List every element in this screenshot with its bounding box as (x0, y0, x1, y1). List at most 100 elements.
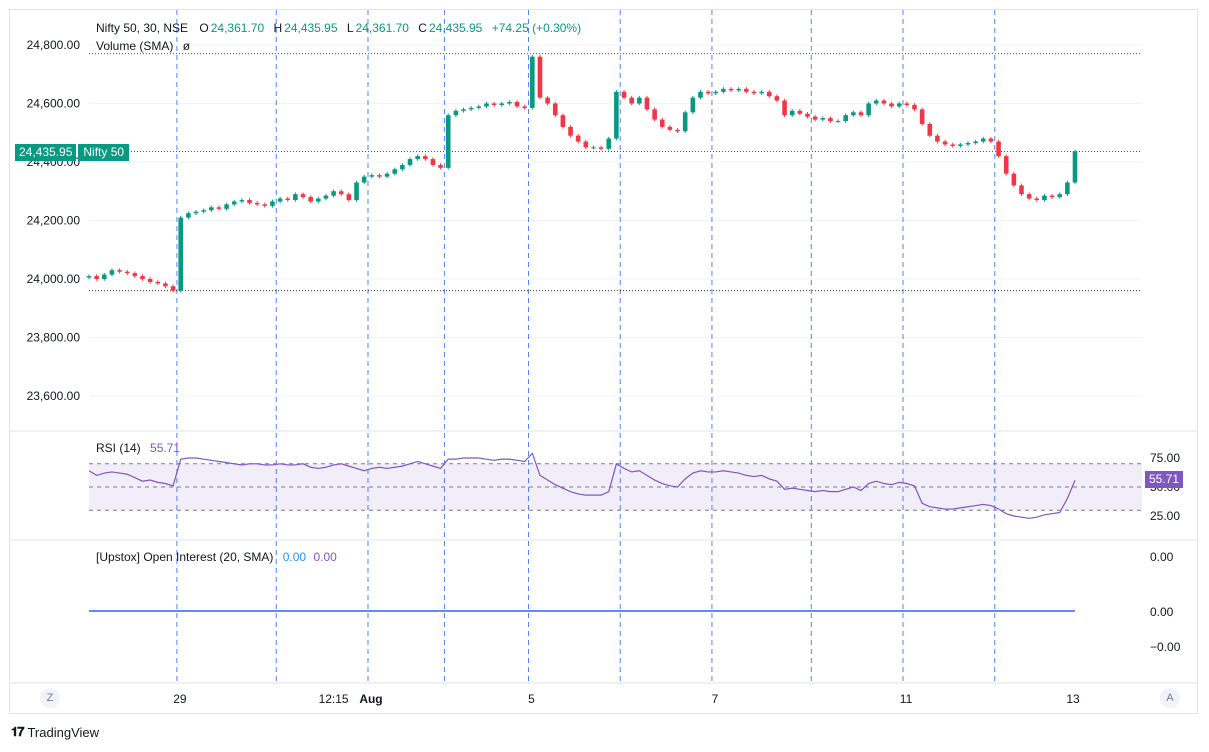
candle (423, 154, 428, 161)
candle-body (430, 159, 436, 165)
price-axis: 24,800.0024,600.0024,400.0024,200.0024,0… (27, 38, 81, 403)
candle-body (216, 207, 222, 209)
candle (445, 113, 451, 170)
candle (239, 198, 245, 204)
candle (682, 110, 688, 134)
last-price-symbol: Nifty 50 (78, 144, 130, 161)
candle (881, 98, 887, 106)
candle (973, 139, 978, 145)
open-value: 24,361.70 (210, 21, 265, 35)
candle (675, 128, 680, 134)
candle (468, 106, 474, 112)
candle-body (721, 88, 726, 92)
candle-body (331, 191, 336, 196)
candle-body (896, 103, 902, 107)
candle (583, 139, 589, 150)
candle-body (782, 100, 787, 116)
candle (316, 196, 321, 204)
tradingview-logo[interactable]: 𝟏𝟕 TradingView (11, 724, 99, 740)
candle (361, 174, 367, 185)
candle (1011, 171, 1017, 188)
candle-body (415, 156, 420, 160)
candle (178, 215, 184, 293)
candle (652, 107, 657, 122)
candle-body (377, 175, 382, 177)
oi-value-2: 0.00 (313, 550, 337, 564)
candle (889, 101, 894, 109)
candle-body (889, 103, 894, 107)
zoom-button[interactable]: Z (40, 688, 60, 708)
price-tick-label: 24,600.00 (27, 97, 81, 111)
candle-body (637, 97, 642, 104)
candle-body (835, 121, 841, 123)
oi-legend[interactable]: [Upstox] Open Interest (20, SMA) 0.00 0.… (96, 550, 339, 564)
high-label: H (273, 21, 283, 35)
volume-legend[interactable]: Volume (SMA) ø (96, 39, 192, 53)
candle-body (820, 118, 826, 120)
candle (659, 117, 665, 129)
tradingview-mark-icon: 𝟏𝟕 (11, 724, 25, 739)
candle-body (453, 110, 459, 116)
candle (942, 139, 948, 147)
candle (86, 274, 92, 280)
candle-body (155, 281, 161, 284)
candle-body (812, 116, 818, 120)
candle-body (507, 102, 512, 104)
candle (1057, 192, 1063, 199)
candle (201, 208, 206, 214)
candle-body (186, 213, 191, 218)
time-tick-label: Aug (359, 692, 382, 706)
candle (216, 205, 222, 211)
candle (499, 101, 505, 107)
candle-body (109, 270, 115, 275)
candle-body (338, 191, 344, 195)
auto-scale-button[interactable]: A (1160, 688, 1180, 708)
candle (935, 133, 940, 144)
candle (484, 101, 489, 109)
candle-body (1072, 151, 1078, 183)
session-breaks (176, 10, 996, 683)
candle (186, 211, 191, 220)
candle-body (445, 115, 451, 168)
candle (774, 94, 780, 103)
candle-body (881, 100, 887, 104)
time-tick-label: 29 (173, 692, 187, 706)
candle (545, 95, 550, 106)
candle-body (904, 103, 910, 105)
candle-body (843, 115, 848, 122)
candle-body (392, 169, 398, 174)
candle (713, 90, 719, 96)
candle (591, 145, 596, 150)
candle-body (423, 156, 428, 160)
candle (782, 98, 787, 117)
candle (858, 110, 864, 117)
candle (1003, 154, 1009, 176)
price-tick-label: 24,000.00 (27, 272, 81, 286)
candle (698, 90, 703, 100)
rsi-legend[interactable]: RSI (14) 55.71 (96, 441, 182, 455)
candle (1049, 193, 1055, 199)
candle-body (124, 271, 130, 274)
candle-body (629, 97, 634, 104)
candle (705, 90, 711, 96)
candle (843, 113, 848, 123)
candle-body (193, 211, 199, 214)
candle (1026, 192, 1032, 201)
candle-body (950, 144, 955, 146)
candle (728, 87, 734, 93)
candle (270, 199, 275, 208)
candle (950, 142, 955, 148)
candle-body (919, 109, 925, 124)
candle (1065, 180, 1070, 196)
time-tick-label: 7 (712, 692, 719, 706)
candle (400, 163, 405, 172)
candle-body (766, 91, 772, 97)
candle (438, 163, 443, 170)
candle (277, 196, 283, 204)
candle-body (1065, 182, 1070, 195)
candle-body (652, 109, 657, 120)
candle-body (277, 198, 283, 202)
tradingview-brand: TradingView (27, 724, 100, 740)
